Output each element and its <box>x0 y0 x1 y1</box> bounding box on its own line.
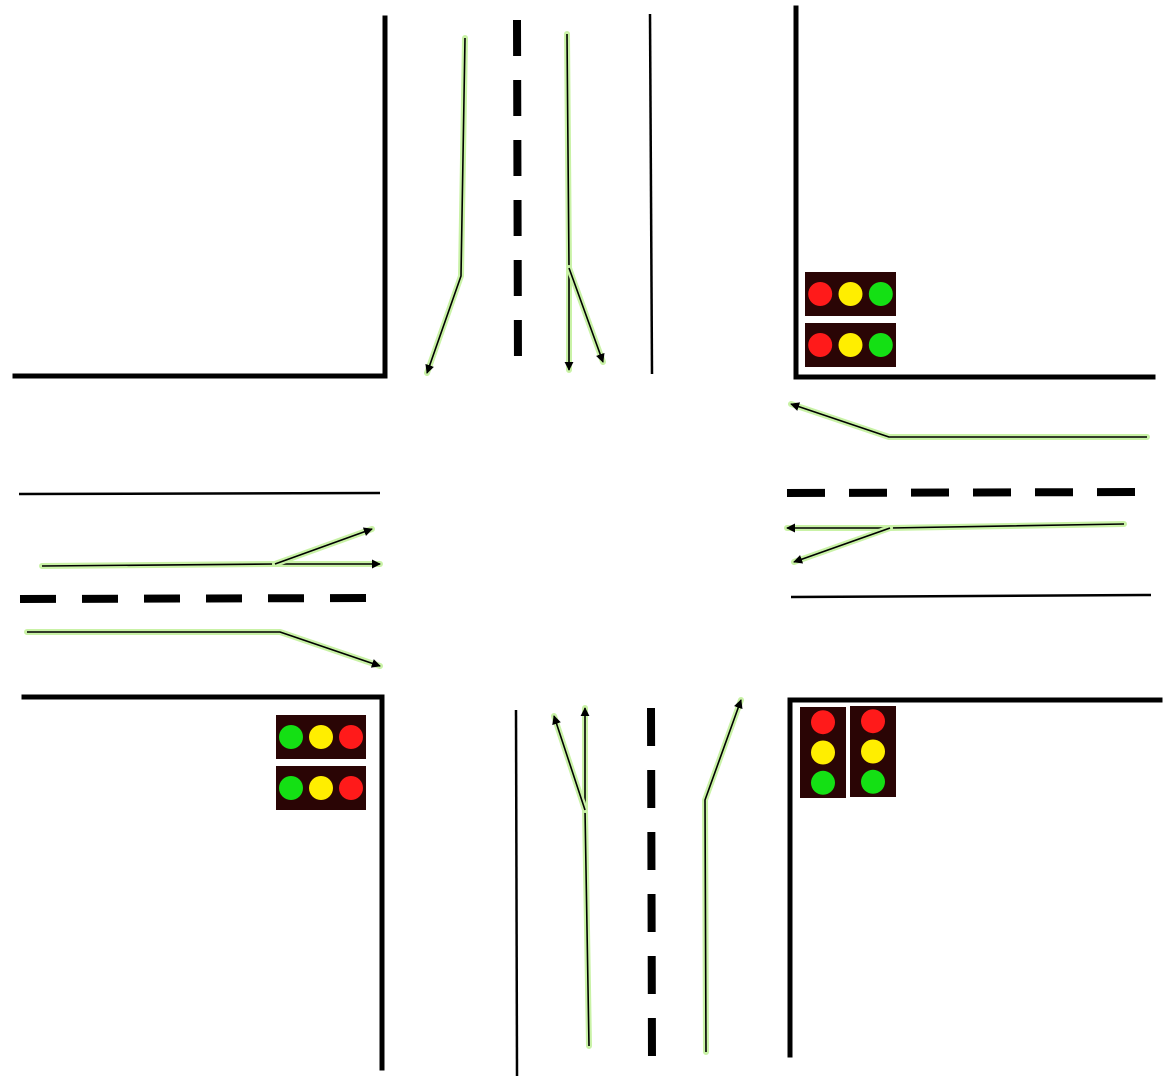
arrow-south-straight <box>580 705 592 1049</box>
curbs <box>12 5 1163 1071</box>
arrow-west-straight <box>39 559 383 569</box>
arrow-north-right-turn-line <box>568 267 605 363</box>
signal-ne-2-yellow-light <box>838 333 863 357</box>
arrow-south-left-turn-line <box>552 715 586 811</box>
signal-sw-2-red-light <box>339 776 363 800</box>
traffic-signals <box>276 272 896 810</box>
signal-ne-2-green-light <box>868 333 893 357</box>
arrow-south-left-turn <box>551 713 588 813</box>
arrow-west-right-turn-glow <box>24 629 383 669</box>
arrow-west-left-turn-line <box>274 527 373 565</box>
centerline-south <box>647 707 656 1063</box>
signal-se-1-green-light <box>811 770 835 795</box>
signal-ne-2-red-light <box>808 333 833 357</box>
arrow-west-right-turn <box>24 629 383 669</box>
curb-se <box>787 697 1163 1058</box>
signal-ne-2 <box>805 323 896 367</box>
edge-west-top <box>18 491 381 496</box>
signal-ne-1-yellow-light <box>838 282 863 306</box>
curb-sw <box>21 694 385 1071</box>
arrow-south-right-turn-glow <box>702 697 744 1055</box>
arrow-west-right-turn-line <box>27 631 381 668</box>
arrow-north-straight <box>564 31 574 373</box>
traffic-arrows <box>24 31 1150 1055</box>
signal-se-2 <box>850 706 896 797</box>
signal-se-2-green-light <box>861 769 885 794</box>
arrow-east-left-turn-line <box>790 402 1147 438</box>
signal-sw-1-yellow-light <box>309 725 333 749</box>
signal-ne-1-red-light <box>808 282 833 306</box>
signal-sw-1-green-light <box>279 725 303 749</box>
arrow-east-left-turn-glow <box>788 401 1150 440</box>
arrow-north-left-turn-glow <box>424 35 468 376</box>
centerline-north <box>513 19 522 373</box>
curb-ne <box>793 5 1156 380</box>
edge-east-bottom <box>790 593 1152 599</box>
arrow-east-right-turn-line <box>793 527 891 564</box>
edge-south-left <box>514 709 519 1077</box>
center-lines <box>19 19 1141 1063</box>
arrow-east-right-turn <box>791 525 893 565</box>
curb-nw <box>12 15 388 379</box>
arrow-south-right-turn-line <box>704 699 743 1053</box>
arrow-north-left-turn-line <box>425 37 466 374</box>
arrow-north-left-turn <box>424 35 468 376</box>
signal-ne-1-green-light <box>868 282 893 306</box>
signal-sw-2 <box>276 766 366 810</box>
road-edges <box>18 13 1152 1077</box>
signal-se-1-yellow-light <box>811 740 835 765</box>
centerline-east <box>786 488 1141 497</box>
signal-sw-1-red-light <box>339 725 363 749</box>
signal-se-1-red-light <box>811 710 835 735</box>
edge-north-right <box>648 13 654 375</box>
arrow-east-left-turn <box>788 401 1150 440</box>
signal-sw-2-green-light <box>279 776 303 800</box>
arrow-north-right-turn <box>566 265 606 365</box>
arrow-west-left-turn <box>272 526 375 567</box>
signal-ne-1 <box>805 272 896 316</box>
signal-se-2-red-light <box>861 709 885 734</box>
signal-sw-2-yellow-light <box>309 776 333 800</box>
signal-sw-1 <box>276 715 366 759</box>
signal-se-1 <box>800 707 846 798</box>
signal-se-2-yellow-light <box>861 739 885 764</box>
centerline-west <box>19 594 371 603</box>
arrow-east-straight <box>784 521 1127 533</box>
arrow-south-right-turn <box>702 697 744 1055</box>
